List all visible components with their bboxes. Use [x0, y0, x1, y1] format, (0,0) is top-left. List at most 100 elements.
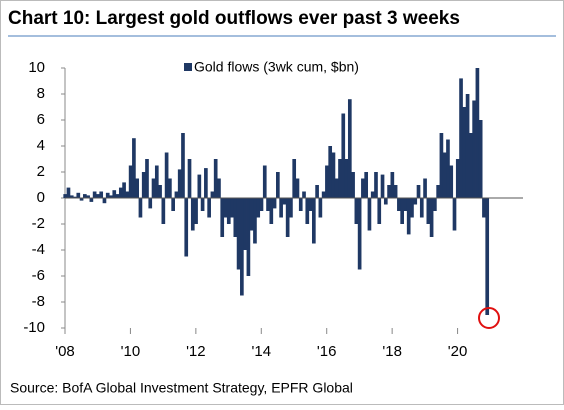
x-tick-label: '18 — [382, 343, 402, 360]
bar — [236, 198, 241, 270]
bar — [262, 165, 267, 198]
bar — [416, 185, 421, 198]
bar — [168, 178, 172, 198]
bar — [318, 198, 323, 218]
bar — [194, 198, 198, 224]
y-tick-label: -6 — [32, 267, 45, 284]
bar — [223, 198, 228, 218]
bar — [298, 198, 303, 211]
bar — [325, 165, 329, 198]
bar — [79, 198, 84, 201]
bar — [269, 198, 274, 224]
bar — [210, 191, 215, 198]
bar — [145, 159, 149, 198]
bar — [436, 185, 440, 198]
x-tick-label: '10 — [121, 343, 141, 360]
bar — [112, 190, 117, 198]
bar — [99, 191, 104, 198]
bar — [154, 165, 159, 198]
bar — [102, 198, 107, 204]
bar — [63, 194, 68, 198]
bar — [266, 198, 270, 211]
bar — [308, 198, 313, 211]
bar — [73, 196, 77, 198]
bar — [96, 194, 100, 198]
bar — [243, 198, 247, 250]
chart-title: Chart 10: Largest gold outflows ever pas… — [8, 8, 460, 29]
x-tick-label: '20 — [448, 343, 468, 360]
bar — [406, 198, 411, 235]
y-tick-label: -2 — [32, 215, 45, 232]
bar — [465, 94, 470, 198]
bar — [105, 192, 110, 198]
bar — [370, 191, 375, 198]
bar — [289, 198, 293, 218]
bar — [118, 187, 123, 198]
bar — [272, 198, 277, 209]
bar — [66, 187, 71, 198]
bar — [439, 133, 444, 198]
bar — [135, 178, 140, 198]
bar — [387, 185, 391, 198]
bar — [364, 172, 369, 198]
bar — [161, 198, 166, 224]
bar — [475, 68, 480, 198]
bar — [213, 159, 218, 198]
bar — [204, 168, 208, 198]
bar — [334, 178, 339, 198]
bar — [217, 178, 221, 198]
bar — [240, 198, 244, 296]
bar — [125, 191, 130, 198]
y-tick-label: 8 — [37, 85, 45, 102]
bar — [410, 198, 414, 218]
bar — [256, 198, 261, 218]
bar — [151, 178, 156, 198]
bar — [347, 99, 352, 198]
bar — [469, 133, 473, 198]
bar — [76, 192, 81, 198]
bar — [132, 138, 136, 198]
bar — [403, 198, 408, 211]
bar — [413, 198, 418, 205]
bar — [433, 198, 437, 211]
bar — [367, 198, 372, 231]
bar — [472, 100, 476, 198]
bar — [446, 139, 450, 198]
bar — [305, 198, 310, 224]
bar — [226, 198, 231, 224]
bar — [429, 198, 434, 237]
bar — [249, 198, 254, 231]
y-tick-label: 2 — [37, 163, 45, 180]
bar — [462, 107, 467, 198]
bar — [233, 198, 238, 237]
bar — [285, 198, 290, 237]
bar — [390, 172, 395, 198]
bar — [164, 152, 169, 198]
y-tick-label: 4 — [37, 137, 45, 154]
bar — [177, 169, 182, 198]
bar — [69, 195, 74, 198]
bar — [338, 159, 342, 198]
bar — [423, 178, 427, 198]
bar — [92, 191, 97, 198]
bar — [187, 159, 192, 198]
y-tick-label: 10 — [28, 59, 45, 76]
bar — [230, 198, 234, 218]
bar — [383, 198, 388, 205]
bar — [419, 198, 424, 218]
bar — [485, 198, 490, 315]
bar — [148, 198, 153, 209]
x-tick-label: '14 — [252, 343, 272, 360]
highlight-circle — [478, 307, 500, 329]
bar — [200, 198, 205, 211]
x-tick-label: '08 — [55, 343, 75, 360]
bar — [253, 198, 257, 244]
legend-swatch — [184, 63, 192, 71]
bar — [374, 172, 378, 198]
bar — [361, 178, 365, 198]
bar — [141, 172, 146, 198]
bar — [380, 174, 385, 198]
bar — [449, 165, 454, 198]
bar — [292, 159, 297, 198]
bar — [220, 198, 225, 237]
